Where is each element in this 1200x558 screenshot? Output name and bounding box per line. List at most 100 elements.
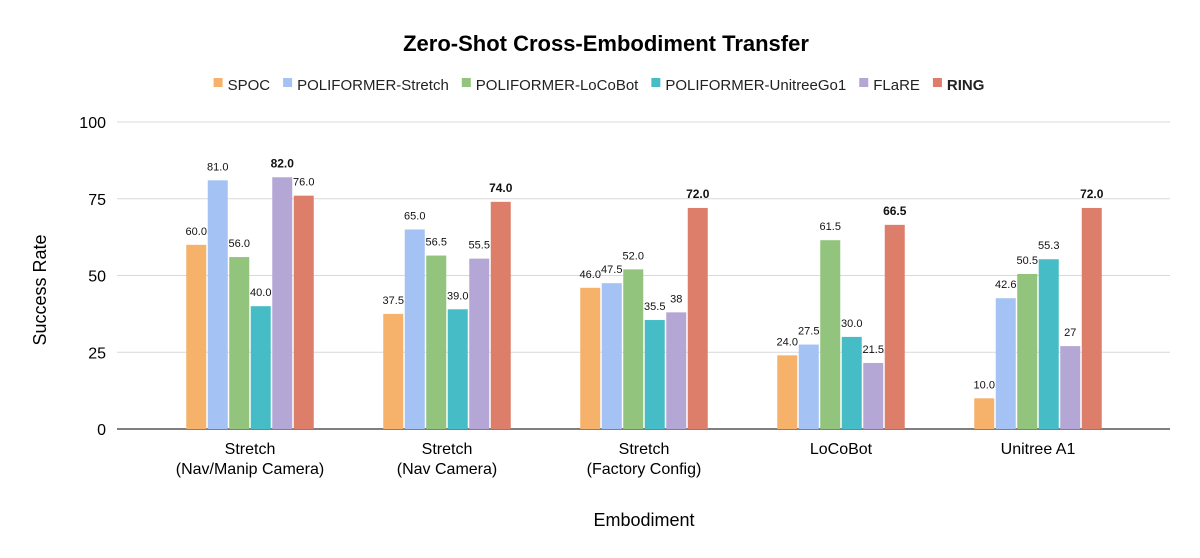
bar-poliformer-locobot	[623, 269, 644, 429]
gridlines	[117, 121, 1170, 430]
legend: SPOC POLIFORMER-Stretch POLIFORMER-LoCoBot…	[213, 77, 985, 94]
bar-poliformer-stretch	[207, 180, 228, 429]
bar-flare	[272, 177, 293, 429]
chart-title: Zero-Shot Cross-Embodiment Transfer	[403, 31, 809, 56]
bar-spoc	[777, 355, 798, 429]
data-label: 61.5	[820, 221, 841, 233]
bar-spoc	[383, 313, 404, 429]
bar-poliformer-unitreego1	[644, 320, 665, 429]
legend-label: SPOC	[228, 77, 271, 94]
x-category-label: Unitree A1	[1001, 441, 1076, 458]
bar-poliformer-locobot	[820, 240, 841, 429]
data-label: 65.0	[404, 210, 425, 222]
x-axis-categories: Stretch (Nav/Manip Camera) Stretch (Nav Cam…	[176, 441, 1076, 478]
bar-poliformer-unitreego1	[841, 336, 862, 429]
legend-item: RING	[932, 77, 985, 94]
bar-poliformer-locobot	[1017, 273, 1038, 429]
data-label: 24.0	[777, 336, 798, 348]
data-label: 10.0	[974, 379, 995, 391]
x-category-label: LoCoBot	[810, 441, 873, 458]
bar-poliformer-stretch	[601, 283, 622, 429]
data-label: 74.0	[489, 181, 513, 195]
data-label: 37.5	[383, 295, 404, 307]
x-category-label: Stretch	[422, 441, 473, 458]
data-label: 76.0	[293, 177, 314, 189]
legend-label: POLIFORMER-LoCoBot	[476, 77, 639, 94]
legend-swatch	[859, 78, 869, 87]
x-category-label: (Factory Config)	[587, 461, 702, 478]
legend-item: POLIFORMER-UnitreeGo1	[651, 77, 846, 94]
bar-flare	[1060, 346, 1081, 429]
legend-item: POLIFORMER-Stretch	[283, 77, 449, 94]
data-label: 52.0	[623, 250, 644, 262]
legend-item: SPOC	[213, 77, 271, 94]
data-label: 47.5	[601, 264, 622, 276]
data-label: 35.5	[644, 301, 665, 313]
legend-swatch	[213, 78, 223, 87]
x-axis-label: Embodiment	[593, 510, 694, 530]
legend-swatch	[932, 78, 942, 87]
bar-ring	[293, 195, 314, 429]
bar-poliformer-unitreego1	[1038, 259, 1059, 429]
legend-item: FLaRE	[859, 77, 920, 94]
data-label: 46.0	[580, 269, 601, 281]
bar-ring	[687, 207, 708, 429]
data-label: 72.0	[1080, 187, 1104, 201]
bar-poliformer-locobot	[426, 255, 447, 429]
data-labels: 60.0 37.5 46.0 24.0 10.0 81.0 65.0 47.5 27.5 42.6…	[186, 156, 1104, 391]
data-label: 39.0	[447, 290, 468, 302]
data-label: 21.5	[863, 344, 884, 356]
data-label: 27	[1064, 327, 1076, 339]
bar-ring	[1081, 207, 1102, 429]
data-label: 55.3	[1038, 240, 1059, 252]
x-category-label: Stretch	[225, 441, 276, 458]
bar-poliformer-unitreego1	[447, 309, 468, 429]
x-category-label: (Nav Camera)	[397, 461, 497, 478]
bar-spoc	[580, 287, 601, 429]
data-label: 27.5	[798, 326, 819, 338]
legend-swatch	[283, 78, 293, 87]
bar-flare	[469, 258, 490, 429]
data-label: 82.0	[271, 156, 295, 170]
y-axis-ticks: 0 25 50 75 100	[79, 115, 106, 439]
legend-item: POLIFORMER-LoCoBot	[461, 77, 639, 94]
bar-flare	[666, 312, 687, 429]
legend-label: POLIFORMER-Stretch	[297, 77, 449, 94]
data-label: 55.5	[469, 240, 490, 252]
data-label: 30.0	[841, 318, 862, 330]
data-label: 38	[670, 293, 682, 305]
data-label: 66.5	[883, 204, 907, 218]
bar-ring	[884, 224, 905, 429]
legend-label: RING	[947, 77, 985, 94]
bar-ring	[490, 201, 511, 429]
data-label: 56.0	[229, 238, 250, 250]
bar-poliformer-stretch	[404, 229, 425, 429]
data-label: 60.0	[186, 226, 207, 238]
legend-swatch	[461, 78, 471, 87]
bars	[186, 177, 1102, 429]
y-tick-label: 75	[88, 192, 106, 209]
bar-flare	[863, 362, 884, 429]
data-label: 50.5	[1017, 255, 1038, 267]
y-tick-label: 25	[88, 345, 106, 362]
bar-spoc	[974, 398, 995, 429]
y-tick-label: 0	[97, 422, 106, 439]
data-label: 72.0	[686, 187, 710, 201]
y-tick-label: 50	[88, 269, 106, 286]
legend-label: FLaRE	[873, 77, 920, 94]
bar-poliformer-stretch	[798, 344, 819, 429]
y-tick-label: 100	[79, 115, 106, 132]
legend-swatch	[651, 78, 661, 87]
bar-poliformer-unitreego1	[250, 306, 271, 429]
data-label: 56.5	[426, 237, 447, 249]
legend-label: POLIFORMER-UnitreeGo1	[665, 77, 846, 94]
bar-spoc	[186, 244, 207, 429]
data-label: 40.0	[250, 287, 271, 299]
bar-poliformer-locobot	[229, 257, 250, 429]
x-category-label: (Nav/Manip Camera)	[176, 461, 324, 478]
y-axis-label: Success Rate	[30, 234, 50, 345]
data-label: 42.6	[995, 279, 1016, 291]
data-label: 81.0	[207, 161, 228, 173]
bar-poliformer-stretch	[995, 298, 1016, 429]
